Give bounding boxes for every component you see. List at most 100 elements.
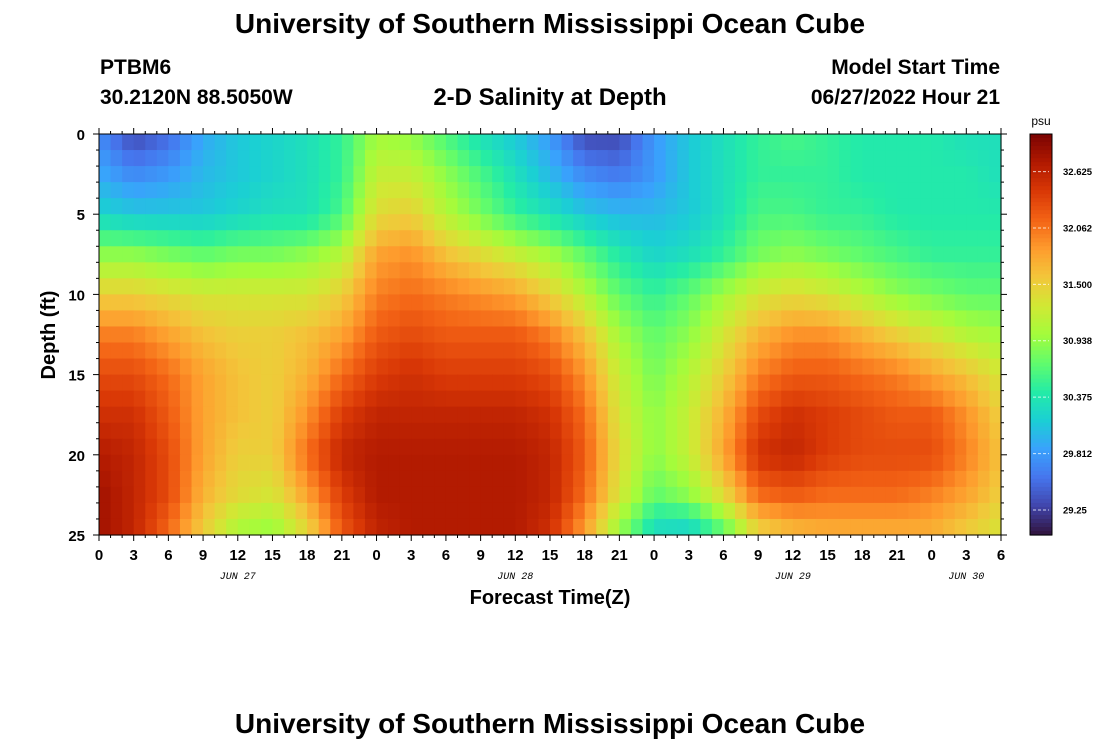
heatmap-cell <box>677 374 690 392</box>
heatmap-cell <box>110 342 123 360</box>
heatmap-cell <box>792 454 806 472</box>
heatmap-cell <box>469 214 482 231</box>
heatmap-cell <box>156 358 169 376</box>
heatmap-cell <box>827 422 840 440</box>
heatmap-cell <box>179 438 193 456</box>
heatmap-cell <box>896 150 910 167</box>
colorbar-frame <box>1029 133 1053 536</box>
heatmap-cell <box>931 358 944 376</box>
heatmap-cell <box>769 374 782 392</box>
heatmap-cell <box>711 438 725 456</box>
heatmap-cell <box>561 390 574 408</box>
heatmap-cell <box>954 422 967 440</box>
heatmap-cell <box>156 230 169 247</box>
heatmap-cell <box>561 246 574 263</box>
x-tick-label: 21 <box>889 547 906 564</box>
heatmap-cell <box>711 406 725 424</box>
heatmap-cell <box>480 470 493 488</box>
heatmap-cell <box>862 278 875 295</box>
heatmap-cell <box>920 342 933 360</box>
heatmap-cell <box>284 374 297 392</box>
heatmap-cell <box>469 262 482 279</box>
heatmap-cell <box>237 278 250 295</box>
heatmap-cell <box>214 278 227 295</box>
heatmap-cell <box>515 486 528 504</box>
colorbar-swatch <box>1030 210 1052 215</box>
heatmap-cell <box>411 438 424 456</box>
heatmap-cell <box>145 470 158 488</box>
heatmap-cell <box>885 182 898 199</box>
heatmap-cell <box>168 246 181 263</box>
heatmap-cell <box>330 438 343 456</box>
heatmap-cell <box>885 422 898 440</box>
heatmap-cell <box>792 230 806 247</box>
heatmap-cell <box>700 486 713 504</box>
heatmap-cell <box>99 214 112 231</box>
heatmap-cell <box>145 518 158 536</box>
heatmap-cell <box>688 310 701 328</box>
heatmap-cell <box>735 198 748 215</box>
heatmap-cell <box>330 502 343 520</box>
heatmap-cell <box>550 246 563 263</box>
heatmap-cell <box>596 406 609 424</box>
colorbar-swatch <box>1030 226 1052 231</box>
heatmap-cell <box>353 214 366 231</box>
heatmap-cell <box>908 502 921 520</box>
heatmap-cell <box>434 134 447 151</box>
heatmap-cell <box>850 150 863 167</box>
heatmap-cell <box>630 326 644 344</box>
heatmap-cell <box>642 502 655 520</box>
heatmap-cell <box>723 246 736 263</box>
heatmap-cell <box>307 518 320 536</box>
heatmap-cell <box>781 214 794 231</box>
heatmap-cell <box>896 406 910 424</box>
heatmap-cell <box>330 246 343 263</box>
heatmap-cell <box>364 422 378 440</box>
heatmap-cell <box>457 294 470 312</box>
heatmap-cell <box>989 214 1002 231</box>
heatmap-cell <box>330 294 343 312</box>
heatmap-cell <box>515 358 528 376</box>
heatmap-cell <box>827 502 840 520</box>
heatmap-cell <box>781 454 794 472</box>
heatmap-cell <box>307 438 320 456</box>
heatmap-cell <box>353 342 366 360</box>
footer-title: University of Southern Mississippi Ocean… <box>234 708 866 739</box>
heatmap-cell <box>122 390 135 408</box>
heatmap-cell <box>769 454 782 472</box>
heatmap-cell <box>677 454 690 472</box>
heatmap-cell <box>492 150 505 167</box>
heatmap-cell <box>538 278 551 295</box>
heatmap-cell <box>654 326 667 344</box>
heatmap-cell <box>133 134 146 151</box>
heatmap-cell <box>920 518 933 536</box>
heatmap-cell <box>804 150 817 167</box>
heatmap-cell <box>723 342 736 360</box>
colorbar-swatch <box>1030 530 1052 536</box>
heatmap-cell <box>526 246 540 263</box>
heatmap-cell <box>122 278 135 295</box>
heatmap-cell <box>596 438 609 456</box>
heatmap-cell <box>318 262 331 279</box>
heatmap-cell <box>388 358 401 376</box>
heatmap-cell <box>480 182 493 199</box>
heatmap-cell <box>781 422 794 440</box>
station-id: PTBM6 <box>100 56 172 79</box>
heatmap-cell <box>226 198 239 215</box>
heatmap-cell <box>700 470 713 488</box>
heatmap-cell <box>422 486 435 504</box>
heatmap-cell <box>758 150 771 167</box>
heatmap-cell <box>260 454 274 472</box>
heatmap-cell <box>133 358 146 376</box>
colorbar-swatch <box>1030 134 1052 139</box>
heatmap-cell <box>110 438 123 456</box>
heatmap-cell <box>873 486 886 504</box>
heatmap-cell <box>168 454 181 472</box>
heatmap-cell <box>792 374 806 392</box>
heatmap-cell <box>434 294 447 312</box>
heatmap-cell <box>654 470 667 488</box>
heatmap-cell <box>943 358 956 376</box>
heatmap-cell <box>839 502 852 520</box>
heatmap-cell <box>307 486 320 504</box>
heatmap-cell <box>573 214 586 231</box>
